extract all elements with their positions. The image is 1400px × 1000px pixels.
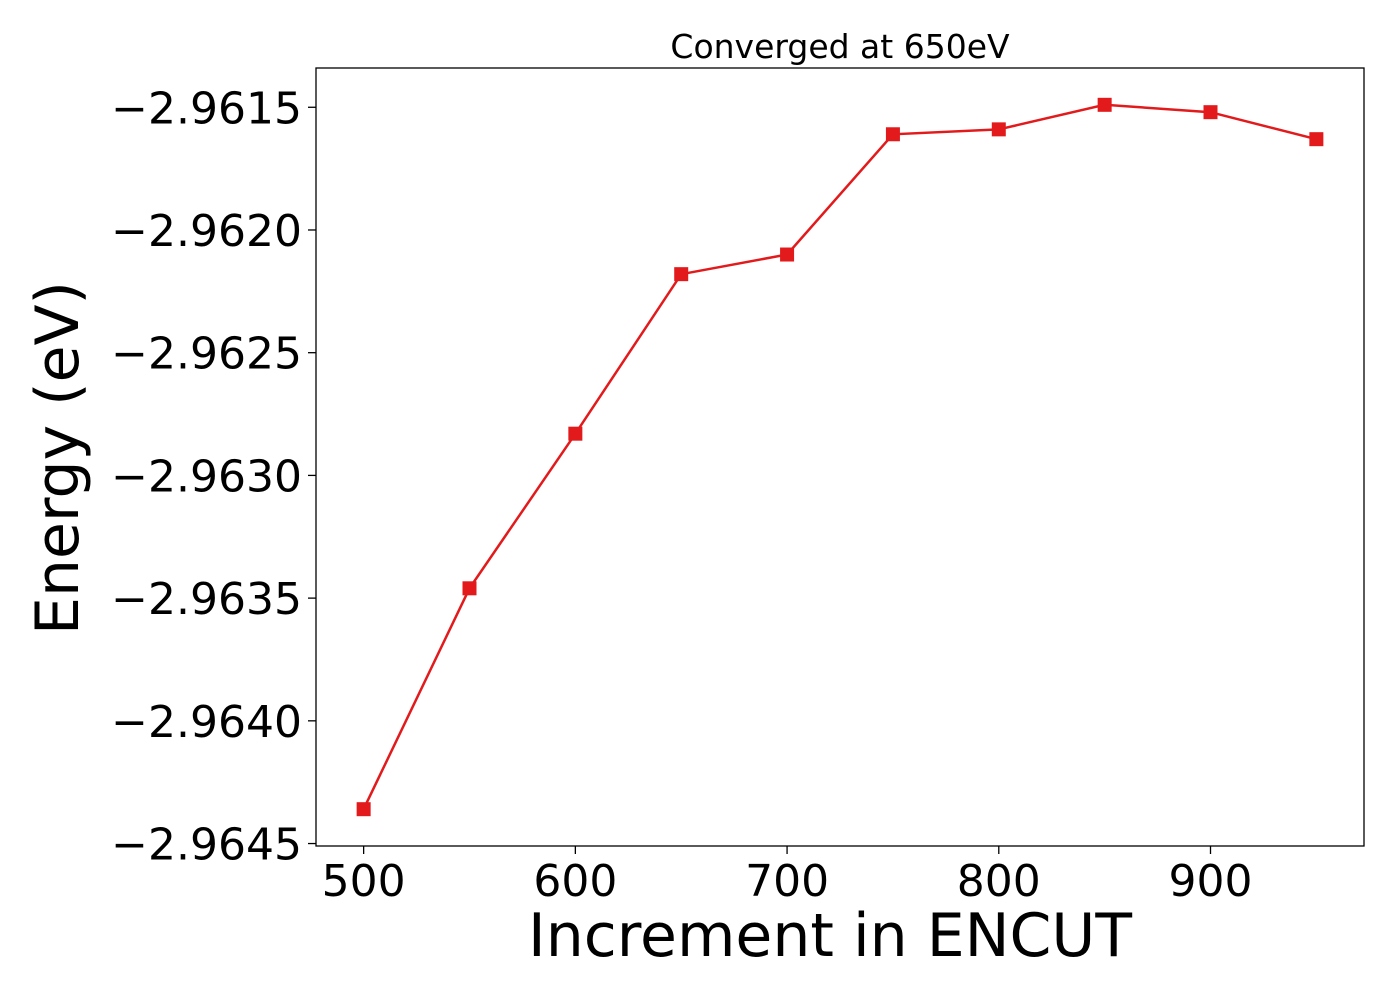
data-point-marker [1203,105,1218,120]
data-point-marker [780,247,795,262]
data-point-marker [1097,97,1112,112]
data-point-marker [568,426,583,441]
x-tick-label: 500 [322,856,406,907]
x-axis-title: Increment in ENCUT [528,901,1132,971]
data-point-marker [462,581,477,596]
y-tick-label: −2.9635 [111,574,302,625]
series-line [362,103,1317,810]
x-tick-label: 600 [533,856,617,907]
y-tick-label: −2.9620 [111,206,302,257]
y-tick-label: −2.9615 [111,83,302,134]
chart-title: Converged at 650eV [670,27,1010,66]
y-tick-label: −2.9630 [111,451,302,502]
series-energy [356,97,1324,817]
y-axis: −2.9645 −2.9640 −2.9635 −2.9630 −2.9625 −2.96… [111,83,316,871]
y-tick-label: −2.9645 [111,820,302,871]
x-tick-label: 900 [1169,856,1253,907]
data-point-marker [356,802,371,817]
data-point-marker [1309,132,1324,147]
data-point-marker [674,267,689,282]
x-tick-label: 700 [745,856,829,907]
data-point-marker [991,122,1006,137]
plot-frame [315,67,1365,847]
data-point-marker [885,127,900,142]
x-axis: 500 600 700 800 900 [322,846,1253,907]
x-tick-label: 800 [957,856,1041,907]
y-axis-title: Energy (eV) [23,281,93,635]
y-tick-label: −2.9640 [111,697,302,748]
y-tick-label: −2.9625 [111,329,302,380]
